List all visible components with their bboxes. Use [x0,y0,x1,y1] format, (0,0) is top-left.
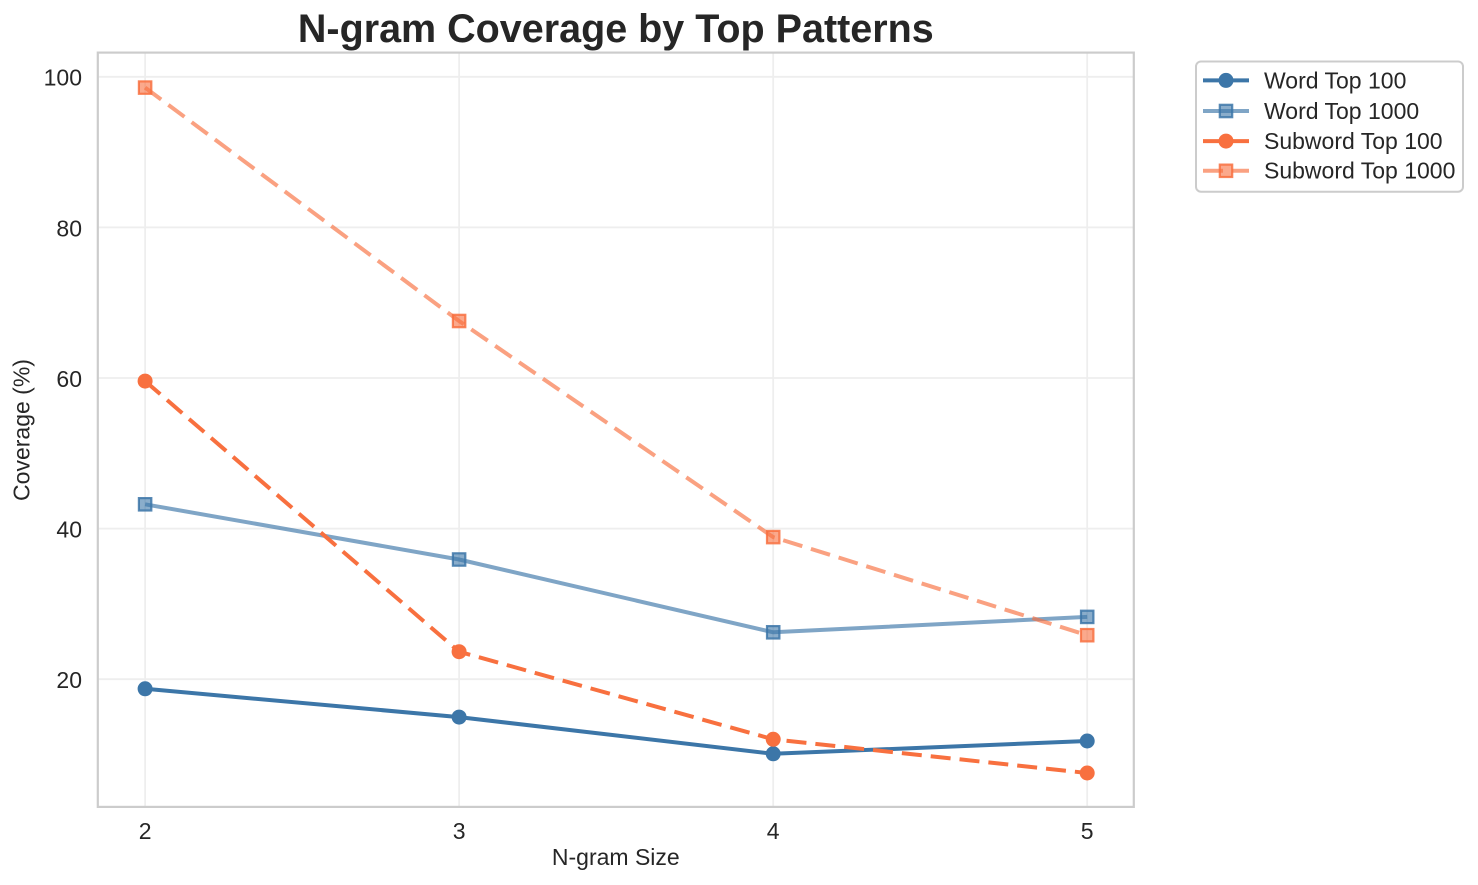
svg-text:60: 60 [56,366,82,392]
svg-text:3: 3 [453,818,466,844]
svg-text:80: 80 [56,215,82,241]
svg-text:4: 4 [767,818,780,844]
svg-text:Word Top 1000: Word Top 1000 [1264,98,1419,124]
svg-text:40: 40 [56,517,82,543]
svg-text:20: 20 [56,667,82,693]
svg-text:N-gram Size: N-gram Size [552,844,680,870]
svg-text:Word Top 100: Word Top 100 [1264,67,1406,93]
svg-text:N-gram Coverage by Top Pattern: N-gram Coverage by Top Patterns [298,7,934,51]
svg-text:Coverage (%): Coverage (%) [9,359,35,501]
svg-text:Subword Top 100: Subword Top 100 [1264,128,1443,154]
svg-text:100: 100 [44,65,82,91]
svg-text:Subword Top 1000: Subword Top 1000 [1264,158,1455,184]
svg-text:5: 5 [1081,818,1094,844]
svg-text:2: 2 [139,818,152,844]
